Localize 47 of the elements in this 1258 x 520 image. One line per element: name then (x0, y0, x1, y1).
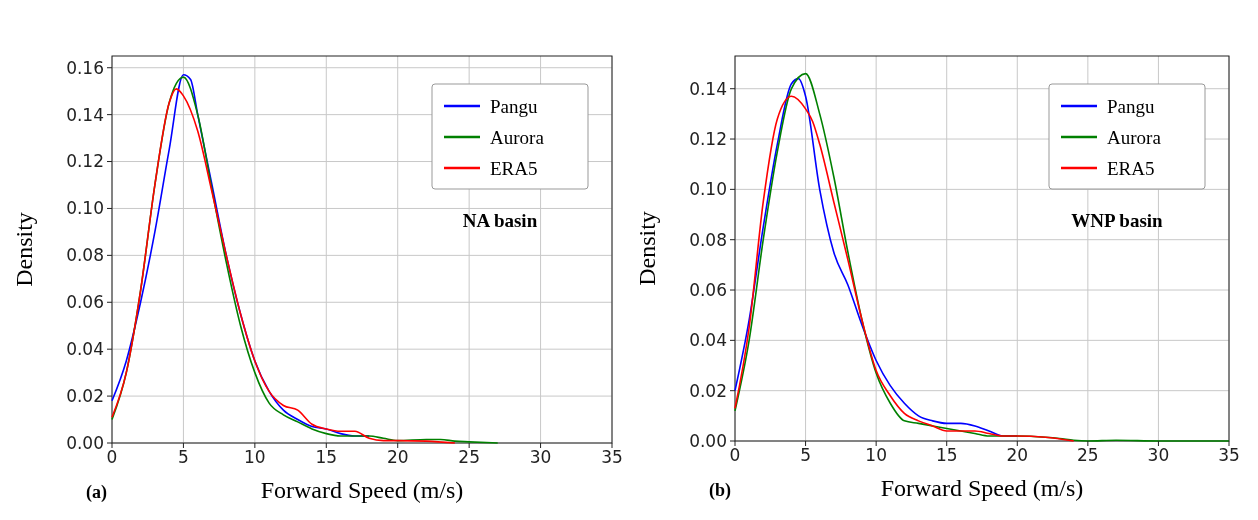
x-tick-label: 30 (529, 447, 552, 467)
y-tick-label: 0.08 (689, 229, 727, 250)
y-tick-label: 0.06 (689, 279, 727, 300)
annotation: NA basin (462, 210, 538, 231)
x-tick-label: 5 (800, 445, 811, 465)
y-tick-label: 0.14 (66, 104, 104, 125)
y-tick-label: 0.12 (66, 151, 104, 172)
x-tick-label: 20 (1006, 445, 1029, 465)
legend-label: ERA5 (1107, 157, 1155, 179)
y-tick-label: 0.02 (66, 386, 104, 407)
legend-label: ERA5 (490, 157, 538, 179)
x-tick-label: 25 (1077, 445, 1099, 465)
x-tick-label: 25 (458, 447, 480, 467)
y-tick-label: 0.00 (66, 432, 104, 453)
y-tick-label: 0.04 (66, 339, 104, 360)
text: (a) (86, 482, 107, 503)
y-tick-label: 0.16 (66, 57, 104, 78)
legend-label: Pangu (1107, 95, 1155, 117)
y-tick-label: 0.14 (689, 78, 727, 99)
y-tick-label: 0.06 (66, 292, 104, 313)
legend-label: Pangu (490, 95, 538, 117)
y-tick-label: 0.08 (66, 245, 104, 266)
x-tick-label: 10 (244, 447, 266, 467)
x-tick-label: 5 (178, 447, 189, 467)
y-tick-label: 0.10 (689, 179, 727, 200)
x-tick-label: 35 (1218, 445, 1240, 465)
y-tick-label: 0.04 (689, 330, 727, 351)
annotation: WNP basin (1071, 210, 1164, 231)
x-tick-label: 0 (729, 445, 741, 465)
x-tick-label: 15 (315, 447, 338, 467)
x-tick-label: 20 (386, 447, 409, 467)
x-tick-label: 0 (106, 447, 118, 467)
y-tick-label: 0.10 (66, 198, 104, 219)
x-axis-title: Forward Speed (m/s) (880, 475, 1084, 501)
x-tick-label: 35 (601, 447, 623, 467)
x-tick-label: 10 (865, 445, 887, 465)
legend-label: Aurora (490, 126, 545, 148)
text: (b) (709, 480, 731, 501)
y-tick-label: 0.00 (689, 430, 727, 451)
y-axis-title: Density (11, 212, 37, 287)
x-tick-label: 15 (935, 445, 958, 465)
y-tick-label: 0.12 (689, 128, 727, 149)
x-axis-title: Forward Speed (m/s) (260, 477, 464, 503)
x-tick-label: 30 (1147, 445, 1170, 465)
y-axis-title: Density (634, 211, 660, 286)
legend-label: Aurora (1107, 126, 1162, 148)
y-tick-label: 0.02 (689, 380, 727, 401)
